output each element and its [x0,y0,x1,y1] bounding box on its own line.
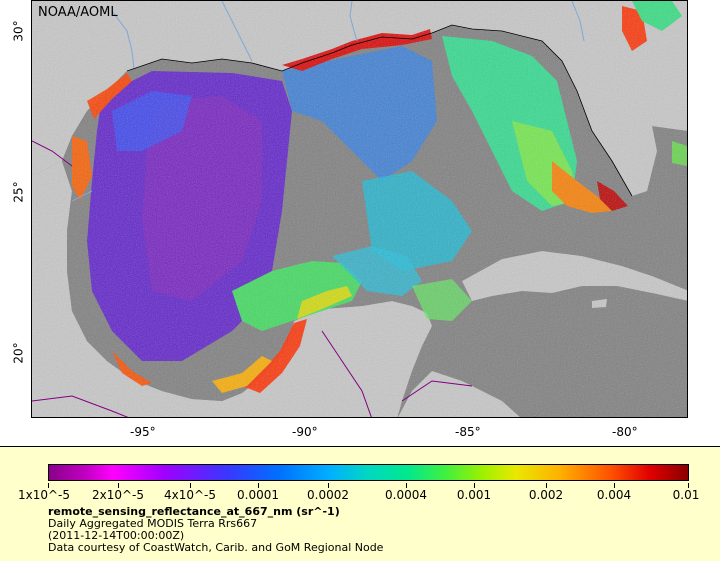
lon-label-95: -95° [130,425,156,439]
lat-label-20: 20° [11,342,26,364]
colorbar-label: 0.01 [672,488,700,502]
time-stamp: (2011-12-14T00:00:00Z) [48,529,185,542]
colorbar-label: 0.0002 [307,488,349,502]
colorbar-label: 4x10^-5 [163,488,217,502]
colorbar-tick [688,483,689,488]
lon-label-85: -85° [455,425,481,439]
colorbar-label: 0.002 [528,488,564,502]
colorbar-tick [614,483,615,488]
lat-label-25: 25° [11,181,26,203]
colorbar-label: 2x10^-5 [91,488,145,502]
colorbar-tick [546,483,547,488]
coastline [126,24,633,197]
colorbar-label: 1x10^-5 [17,488,71,502]
colorbar-tick [258,483,259,488]
colorbar-tick [190,483,191,488]
variable-name: remote_sensing_reflectance_at_667_nm (sr… [48,505,340,518]
legend-panel: 1x10^-5 2x10^-5 4x10^-5 0.0001 0.0002 0.… [0,446,720,561]
map-frame[interactable]: NOAA/AOML [31,0,688,418]
colorbar-tick [118,483,119,488]
colorbar-tick [406,483,407,488]
colorbar-label: 0.001 [456,488,492,502]
colorbar-tick [474,483,475,488]
map-credit: NOAA/AOML [38,5,118,20]
data-source: Data courtesy of CoastWatch, Carib. and … [48,541,384,554]
colorbar-tick [328,483,329,488]
product-name: Daily Aggregated MODIS Terra Rrs667 [48,517,258,530]
rivers [71,1,585,202]
colorbar [48,464,689,481]
colorbar-tick [48,483,49,488]
map-image [32,1,687,417]
country-borders [32,140,473,417]
colorbar-label: 0.004 [596,488,632,502]
colorbar-label: 0.0001 [237,488,279,502]
lat-label-30: 30° [11,20,26,42]
colorbar-label: 0.0004 [385,488,427,502]
lon-label-80: -80° [612,425,638,439]
lon-label-90: -90° [292,425,318,439]
speckle-overlay [32,1,687,417]
